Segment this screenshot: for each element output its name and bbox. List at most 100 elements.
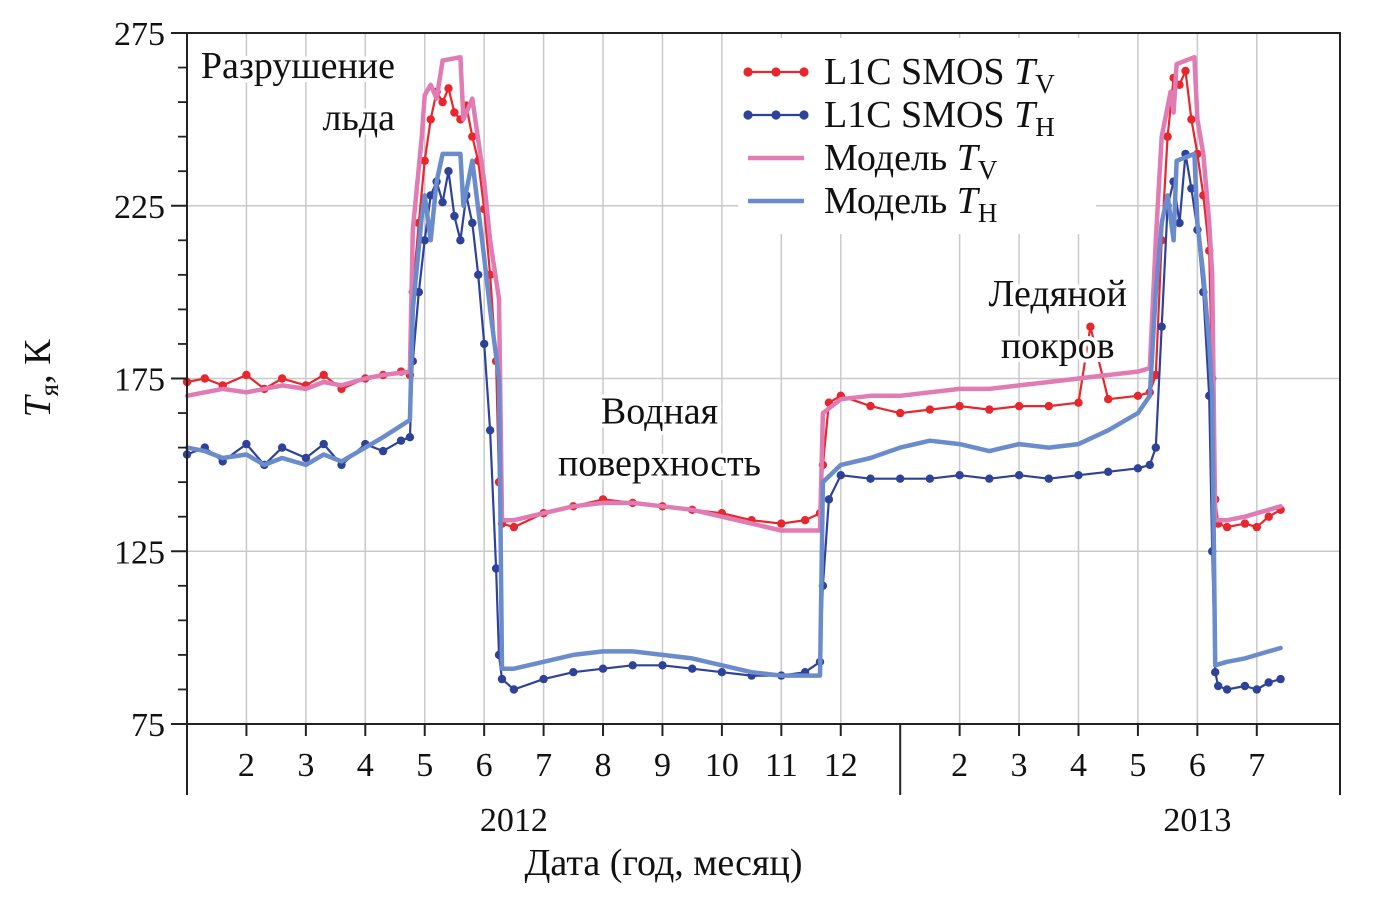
series-point	[1044, 401, 1054, 411]
series-point	[1276, 674, 1285, 684]
series-point	[1145, 460, 1155, 470]
legend-marker	[743, 67, 753, 77]
x-tick-label-month: 2	[951, 747, 968, 784]
series-point	[955, 401, 964, 411]
legend-marker	[799, 67, 809, 77]
series-point	[1104, 467, 1113, 476]
series-point	[497, 674, 507, 684]
series-point	[420, 236, 429, 245]
legend-entry: Модель TV	[748, 137, 998, 185]
series-point	[1187, 115, 1196, 124]
year-label: 2013	[1163, 802, 1231, 839]
series-point	[405, 433, 415, 442]
series-line-1	[186, 152, 1281, 691]
series-point	[438, 97, 447, 107]
annotation-line: Водная	[601, 390, 718, 432]
series-point	[509, 522, 519, 532]
series-point	[717, 668, 727, 677]
y-axis-unit: , К	[17, 339, 59, 384]
series-point	[1074, 471, 1083, 480]
series-point	[628, 661, 637, 670]
series-point	[1014, 401, 1024, 411]
series-point	[1214, 681, 1223, 691]
legend-label-var: T	[1014, 51, 1038, 93]
y-axis-var: T	[17, 393, 59, 417]
series-point	[378, 446, 388, 456]
legend-marker	[771, 110, 781, 120]
legend-marker	[771, 67, 781, 77]
series-point	[242, 439, 251, 449]
y-axis-sub: я	[34, 384, 64, 396]
series-point	[985, 405, 994, 414]
series-point	[985, 474, 994, 483]
series-point	[866, 401, 875, 411]
series-point	[824, 495, 834, 504]
x-tick-label-month: 5	[416, 747, 433, 784]
legend-entry: Модель TH	[748, 180, 997, 228]
series-point	[1211, 668, 1220, 677]
x-tick-label-month: 5	[1129, 747, 1146, 784]
legend-label: L1C SMOS TH	[824, 94, 1055, 142]
series-point	[468, 218, 477, 228]
series-point	[1264, 678, 1273, 687]
annotations: Разрушение льда Водная поверхность Ледяной по…	[197, 41, 1131, 489]
series-point	[896, 474, 905, 483]
series-point	[688, 664, 697, 673]
series-point	[277, 374, 287, 383]
legend-label-sub: V	[1035, 69, 1055, 99]
model-line-2	[184, 54, 1283, 533]
series-point	[444, 167, 453, 176]
series-point	[509, 685, 519, 694]
series-point	[836, 471, 845, 480]
legend-entry: L1C SMOS TH	[743, 94, 1055, 142]
series-point	[1151, 443, 1161, 452]
legend-label-var: T	[957, 180, 981, 222]
series-point	[1163, 132, 1172, 141]
series-point	[777, 519, 786, 528]
x-tick-label-month: 4	[1070, 747, 1087, 784]
series-point	[438, 198, 447, 207]
series-point	[396, 436, 406, 445]
model-line-3	[184, 151, 1283, 678]
legend-label-sub: H	[1035, 112, 1055, 142]
series-point	[1240, 681, 1250, 691]
series-point	[598, 664, 608, 673]
annotation: Водная поверхность	[554, 386, 765, 488]
x-tick-label-month: 12	[824, 747, 858, 784]
series-point	[1264, 512, 1273, 521]
series-point	[456, 236, 465, 245]
y-axis-title: Tя, К	[17, 339, 64, 418]
x-axis-title: Дата (год, месяц)	[525, 842, 803, 884]
legend-label-var: T	[957, 137, 981, 179]
x-tick-label-month: 8	[595, 747, 612, 784]
series-point	[319, 370, 328, 380]
series-point	[1157, 322, 1166, 331]
legend-entry: L1C SMOS TV	[743, 51, 1055, 99]
y-tick-label: 225	[114, 189, 165, 226]
annotation: Разрушение льда	[197, 41, 399, 143]
legend-label-sub: V	[978, 155, 998, 185]
x-tick-label-month: 6	[476, 747, 493, 784]
series-point	[866, 474, 875, 483]
y-tick-label: 125	[114, 534, 165, 571]
series-layer	[182, 54, 1285, 694]
series-point	[1252, 685, 1262, 694]
series-point	[1074, 398, 1083, 407]
series-point	[1181, 66, 1190, 76]
legend-marker	[743, 110, 753, 120]
series-point	[1252, 522, 1262, 532]
annotation-line: покров	[1001, 325, 1115, 367]
series-point	[1187, 184, 1196, 193]
series-point	[1222, 522, 1232, 532]
legend-label: L1C SMOS TV	[824, 51, 1055, 99]
x-tick-label-month: 2	[238, 747, 255, 784]
x-tick-label-month: 11	[765, 747, 798, 784]
annotation: Ледяной покров	[985, 269, 1131, 371]
series-point	[444, 84, 453, 93]
series-point	[539, 674, 548, 684]
x-tick-label-month: 7	[535, 747, 552, 784]
series-point	[301, 453, 311, 463]
series-point	[569, 668, 578, 677]
x-tick-label-month: 6	[1189, 747, 1206, 784]
